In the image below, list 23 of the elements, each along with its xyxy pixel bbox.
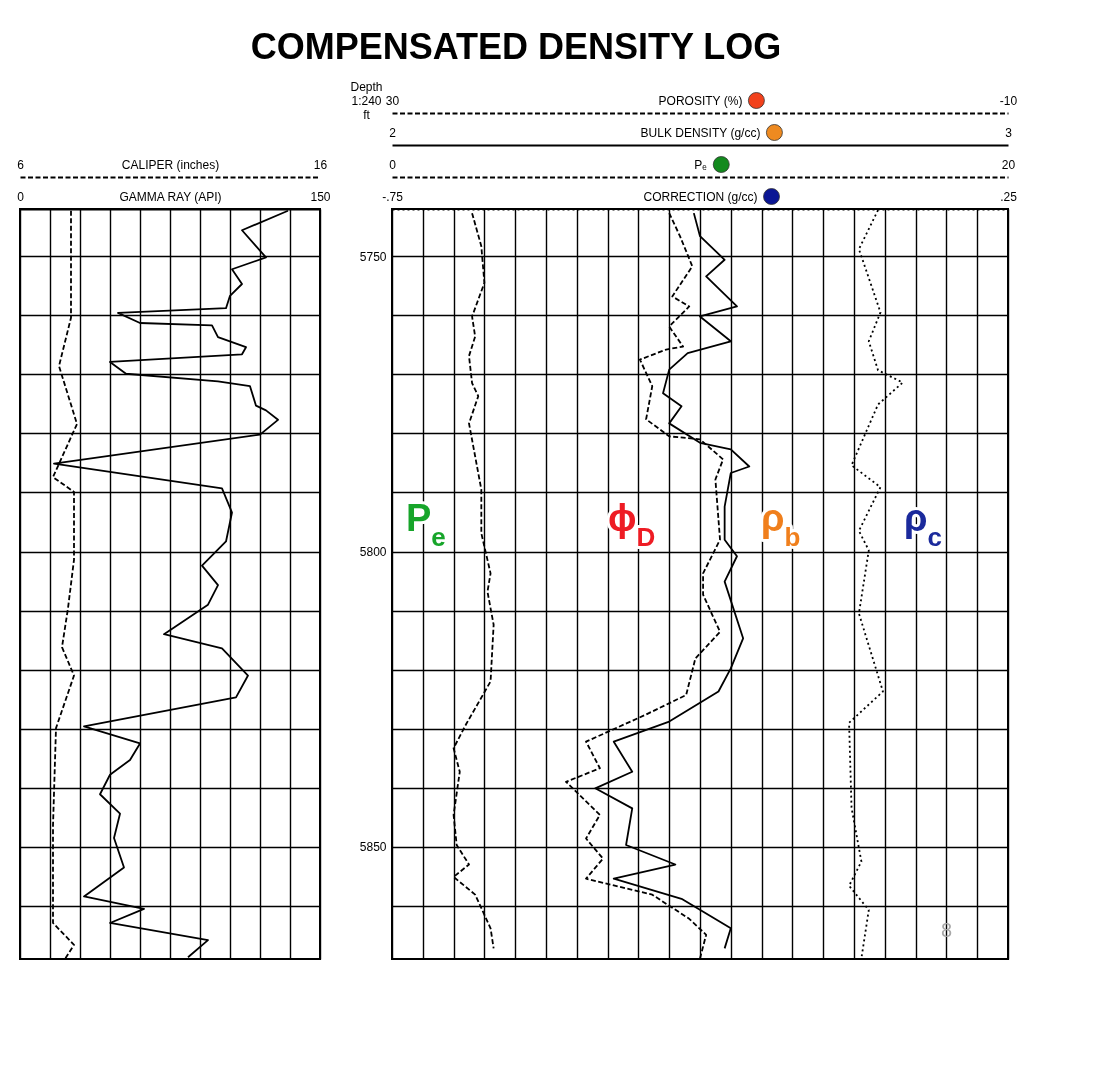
x-tick-label: 150: [310, 189, 331, 204]
x2-tick-label: 3: [1005, 125, 1013, 140]
x-tick-label: 0: [389, 157, 397, 172]
x2-tick-label: 2: [389, 125, 397, 140]
x-tick-label: -10: [999, 93, 1018, 108]
x2-tick-label: 6: [17, 157, 25, 172]
x2-axis-title: CALIPER (inches): [121, 157, 220, 172]
x-tick-label: .25: [1000, 189, 1018, 204]
x2-tick-label: 16: [313, 157, 328, 172]
x-axis-title: Pₑ: [694, 157, 708, 172]
text: COMPENSATED DENSITY LOG: [249, 25, 783, 69]
y-axis-title: Depth 1:240 ft: [350, 79, 383, 122]
y-tick-label: 5850: [359, 840, 387, 855]
y-tick-label: 5800: [359, 545, 387, 560]
x-tick-label: 0: [17, 189, 25, 204]
x-tick-label: -.75: [382, 189, 404, 204]
x-axis-title: CORRECTION (g/cc): [643, 189, 758, 204]
x-tick-label: 20: [1001, 157, 1016, 172]
x-axis-title: GAMMA RAY (API): [119, 189, 222, 204]
x-axis-title: POROSITY (%): [658, 93, 743, 108]
y-tick-label: 5750: [359, 249, 387, 264]
x2-axis-title: BULK DENSITY (g/cc): [640, 125, 761, 140]
x-tick-label: 30: [385, 93, 400, 108]
